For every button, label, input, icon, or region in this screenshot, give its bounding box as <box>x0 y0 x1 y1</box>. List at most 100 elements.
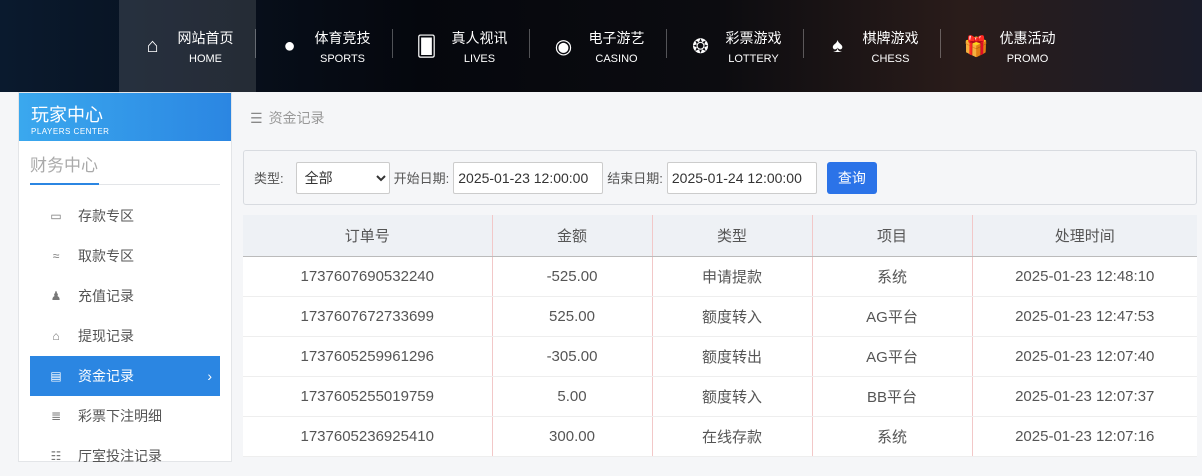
nav-home[interactable]: ⌂ 网站首页 HOME <box>119 0 256 92</box>
table-row: 1737605259961296 -305.00 额度转出 AG平台 2025-01-2… <box>243 336 1197 377</box>
nav-promo[interactable]: 🎁 优惠活动 PROMO <box>941 0 1078 92</box>
nav-label: 真人视讯 <box>451 29 508 46</box>
table-cell: 额度转入 <box>652 296 813 337</box>
nav-sublabel: CHESS <box>871 52 910 65</box>
breadcrumb-label: 资金记录 <box>268 110 325 126</box>
sidebar-item[interactable]: ▤ 资金记录 › <box>30 356 220 396</box>
end-date-label: 结束日期: <box>607 171 663 186</box>
sidebar-item[interactable]: ⌂ 提现记录 <box>30 316 220 356</box>
nav-label: 棋牌游戏 <box>862 29 919 46</box>
column-header: 项目 <box>812 215 973 257</box>
sidebar-menu: ▭ 存款专区 ≈ 取款专区 ♟ 充值记录 ⌂ 提现记录 ▤ 资金记录 › ≣ 彩票下注明细 ☷ 厅室投注记录 <box>19 196 231 476</box>
nav-sublabel: SPORTS <box>319 52 366 65</box>
sidebar-item[interactable]: ▭ 存款专区 <box>30 196 220 236</box>
column-header: 处理时间 <box>972 215 1197 257</box>
money-bag-icon: ♟ <box>50 289 62 303</box>
table-cell: 系统 <box>812 256 973 297</box>
cards-icon: 🂠 <box>416 35 437 58</box>
chevron-right-icon: › <box>207 368 212 384</box>
table-row: 1737605255019759 5.00 额度转入 BB平台 2025-01-23 1… <box>243 376 1197 417</box>
gift-icon: 🎁 <box>963 35 989 58</box>
wallet-icon: ⌂ <box>52 329 60 343</box>
nav-label: 体育竞技 <box>314 29 371 46</box>
home-icon: ⌂ <box>146 34 159 57</box>
nav-sublabel: CASINO <box>595 52 638 65</box>
sidebar-item-label: 资金记录 <box>78 368 134 384</box>
players-center-header: 玩家中心 PLAYERS CENTER <box>19 93 231 141</box>
nav-casino[interactable]: ◉ 电子游艺 CASINO <box>530 0 667 92</box>
table-cell: 525.00 <box>492 296 653 337</box>
sidebar-title: 玩家中心 <box>31 105 103 125</box>
nav-label: 优惠活动 <box>999 29 1056 46</box>
sidebar-item-label: 存款专区 <box>78 208 134 224</box>
sidebar-item-label: 充值记录 <box>78 288 134 304</box>
table-cell: 2025-01-23 12:07:37 <box>972 376 1197 417</box>
nav-label: 彩票游戏 <box>725 29 782 46</box>
table-cell: 2025-01-23 12:48:10 <box>972 256 1197 297</box>
nav-sublabel: HOME <box>189 52 222 65</box>
table-cell: 申请提款 <box>652 256 813 297</box>
table-cell: BB平台 <box>812 376 973 417</box>
list-icon: ≣ <box>50 409 62 423</box>
nav-label: 网站首页 <box>177 29 234 46</box>
nav-chess[interactable]: ♠ 棋牌游戏 CHESS <box>804 0 941 92</box>
sidebar-item-label: 厅室投注记录 <box>78 448 162 464</box>
end-date-input[interactable] <box>666 161 817 194</box>
table-row: 1737607690532240 -525.00 申请提款 系统 2025-01-23 … <box>243 256 1197 297</box>
table-cell: 1737605236925410 <box>243 416 493 457</box>
sidebar-item[interactable]: ☷ 厅室投注记录 <box>30 436 220 476</box>
nav-lives[interactable]: 🂠 真人视讯 LIVES <box>393 0 530 92</box>
column-header: 订单号 <box>243 215 493 257</box>
top-banner: ⌂ 网站首页 HOME ● 体育竞技 SPORTS 🂠 真人视讯 LIVES ◉ 电子游艺 CASIN… <box>0 0 1202 92</box>
sidebar-item[interactable]: ≈ 取款专区 <box>30 236 220 276</box>
nav-sublabel: LIVES <box>463 52 496 65</box>
roulette-icon: ◉ <box>554 35 573 58</box>
sidebar-subtitle: PLAYERS CENTER <box>31 127 110 136</box>
query-button[interactable]: 查询 <box>826 161 877 194</box>
table-cell: 1737607672733699 <box>243 296 493 337</box>
type-select[interactable]: 全部 <box>295 161 390 194</box>
breadcrumb: ☰ 资金记录 <box>250 108 325 128</box>
menu-icon[interactable]: ☰ <box>250 110 263 126</box>
table-cell: 额度转入 <box>652 376 813 417</box>
type-label: 类型: <box>254 171 284 186</box>
list-bullets-icon: ☷ <box>50 449 62 463</box>
filter-bar: 类型: 全部 开始日期: 结束日期: 查询 <box>243 150 1197 205</box>
spade-icon: ♠ <box>832 34 843 57</box>
sidebar-item-label: 取款专区 <box>78 248 134 264</box>
table-cell: 2025-01-23 12:07:16 <box>972 416 1197 457</box>
table-cell: 1737607690532240 <box>243 256 493 297</box>
table-row: 1737605236925410 300.00 在线存款 系统 2025-01-23 1… <box>243 416 1197 457</box>
cash-icon: ▤ <box>50 369 62 383</box>
sidebar: 玩家中心 PLAYERS CENTER 财务中心 ▭ 存款专区 ≈ 取款专区 ♟ 充值记录… <box>18 92 232 464</box>
column-header: 类型 <box>652 215 813 257</box>
sidebar-item-label: 提现记录 <box>78 328 134 344</box>
start-date-label: 开始日期: <box>393 171 450 186</box>
nav-sports[interactable]: ● 体育竞技 SPORTS <box>256 0 393 92</box>
card-icon: ▭ <box>50 209 62 223</box>
table-cell: 系统 <box>812 416 973 457</box>
table-cell: 额度转出 <box>652 336 813 377</box>
nav-sublabel: LOTTERY <box>728 52 779 65</box>
records-table: 订单号 金额 类型 项目 处理时间 1737607690532240 -525.00 申请提… <box>243 215 1197 457</box>
sidebar-item-label: 彩票下注明细 <box>78 408 162 424</box>
ball-icon: ● <box>283 34 296 57</box>
table-cell: 在线存款 <box>652 416 813 457</box>
sidebar-item[interactable]: ♟ 充值记录 <box>30 276 220 316</box>
table-cell: AG平台 <box>812 336 973 377</box>
table-cell: 5.00 <box>492 376 653 417</box>
section-title: 财务中心 <box>30 151 220 185</box>
sidebar-item[interactable]: ≣ 彩票下注明细 <box>30 396 220 436</box>
nav-sublabel: PROMO <box>1006 52 1049 65</box>
table-cell: -525.00 <box>492 256 653 297</box>
table-cell: 1737605255019759 <box>243 376 493 417</box>
lottery-balls-icon: ❂ <box>692 35 709 58</box>
hand-money-icon: ≈ <box>52 249 60 263</box>
table-cell: 1737605259961296 <box>243 336 493 377</box>
table-cell: 300.00 <box>492 416 653 457</box>
main-nav: ⌂ 网站首页 HOME ● 体育竞技 SPORTS 🂠 真人视讯 LIVES ◉ 电子游艺 CASIN… <box>119 0 1078 92</box>
table-cell: 2025-01-23 12:07:40 <box>972 336 1197 377</box>
nav-lottery[interactable]: ❂ 彩票游戏 LOTTERY <box>667 0 804 92</box>
nav-label: 电子游艺 <box>588 29 645 46</box>
start-date-input[interactable] <box>453 161 604 194</box>
